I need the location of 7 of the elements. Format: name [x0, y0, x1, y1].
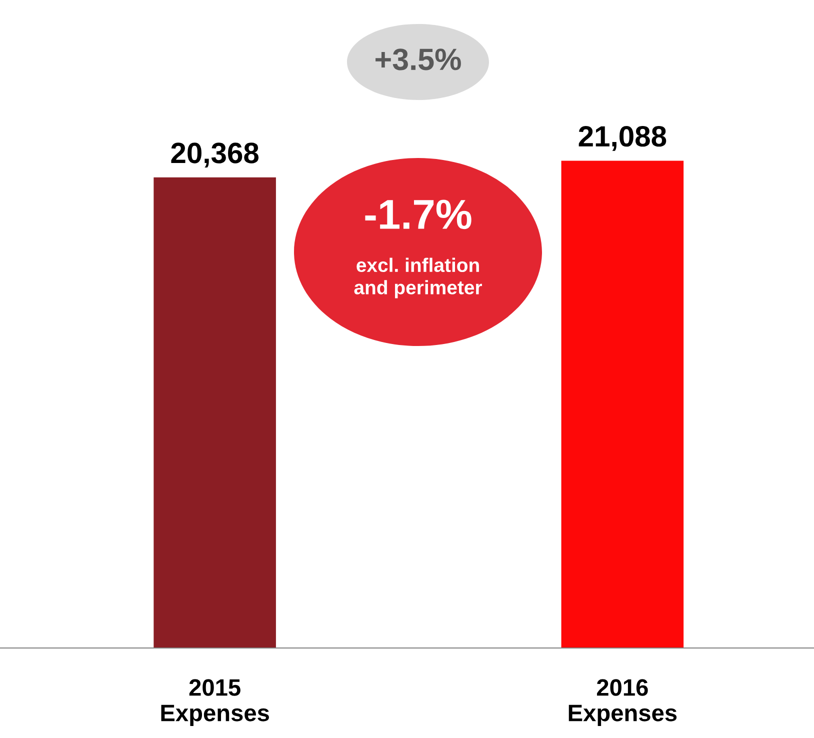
text: +3.5% [376, 48, 461, 70]
data-label: 20,368 [171, 142, 259, 168]
data-label: 21,088 [578, 126, 666, 151]
x-tick-label: 2015 Expenses [161, 679, 269, 726]
annotation: excl. inflation and perimeter [354, 258, 482, 298]
x-tick-label: 2016 Expenses [568, 679, 677, 726]
annotation: -1.7% [365, 200, 472, 230]
